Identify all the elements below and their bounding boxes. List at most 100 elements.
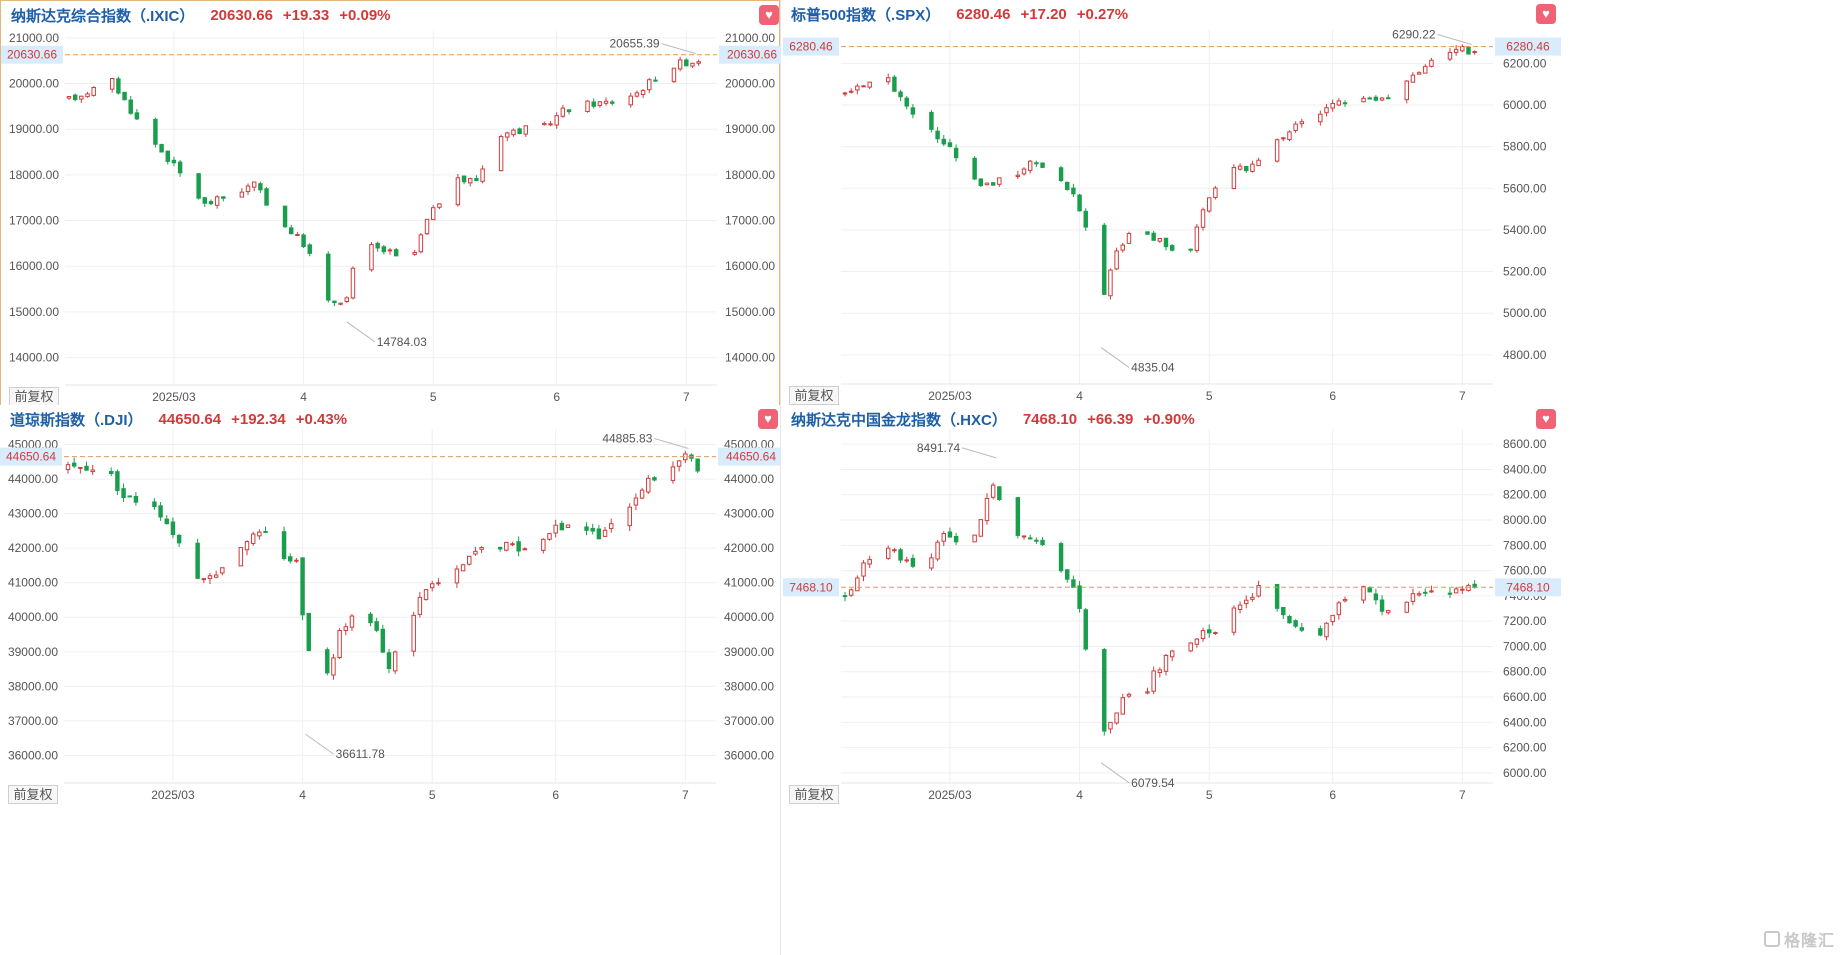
candle-up bbox=[548, 121, 553, 127]
heart-icon[interactable]: ♥ bbox=[1536, 4, 1556, 24]
max-annotation: 6290.22 bbox=[1392, 28, 1436, 42]
candle-down bbox=[152, 498, 157, 510]
candle-up bbox=[1404, 80, 1409, 104]
candle-down bbox=[1077, 193, 1082, 212]
chart-panel-spx[interactable]: 标普500指数（.SPX） 6280.46 +17.20 +0.27% ♥ 6200.00… bbox=[781, 0, 1845, 408]
y-tick-label-right: 6200.00 bbox=[1503, 56, 1547, 70]
candle-down bbox=[84, 461, 89, 471]
candle-up bbox=[1281, 136, 1286, 142]
candle-up bbox=[387, 247, 393, 255]
x-tick-label: 7 bbox=[683, 390, 690, 404]
candle-down bbox=[133, 492, 139, 506]
candle-down bbox=[1293, 619, 1298, 629]
price-tag-right-text: 7468.10 bbox=[1506, 580, 1550, 594]
x-tick-label: 6 bbox=[1329, 389, 1336, 403]
candle-up bbox=[984, 493, 990, 525]
price-adjust-button[interactable]: 前复权 bbox=[789, 386, 839, 405]
candle-up bbox=[511, 128, 516, 137]
max-annotation: 20655.39 bbox=[610, 37, 660, 51]
candle-up bbox=[498, 134, 504, 172]
min-annotation-leader bbox=[1100, 762, 1130, 784]
price-tag-left-text: 6280.46 bbox=[789, 40, 833, 54]
candle-up bbox=[935, 539, 940, 562]
candle-up bbox=[1330, 99, 1335, 112]
candle-up bbox=[1410, 588, 1416, 606]
candle-down bbox=[171, 156, 177, 167]
candle-up bbox=[424, 218, 430, 236]
candlestick-chart[interactable]: 21000.00 21000.00 20000.00 20000.00 19000.00… bbox=[1, 1, 785, 409]
watermark-text: 格隆汇 bbox=[1783, 933, 1835, 950]
price-tag-left bbox=[1, 45, 63, 64]
y-tick-label-right: 5600.00 bbox=[1503, 181, 1547, 195]
x-tick-label: 2025/03 bbox=[928, 788, 972, 802]
candle-up bbox=[90, 464, 95, 475]
candle-up bbox=[1274, 138, 1280, 163]
candle-up bbox=[690, 62, 695, 69]
candle-down bbox=[128, 95, 133, 115]
price-tag-left bbox=[783, 37, 839, 56]
heart-icon[interactable]: ♥ bbox=[758, 409, 778, 429]
y-tick-label-right: 4800.00 bbox=[1503, 348, 1547, 362]
y-tick-label-right: 20000.00 bbox=[725, 77, 775, 91]
max-annotation-leader bbox=[1437, 34, 1472, 46]
x-tick-label: 5 bbox=[1206, 788, 1213, 802]
y-tick-label-left: 41000.00 bbox=[8, 576, 58, 590]
y-tick-label-left: 36000.00 bbox=[8, 748, 58, 762]
candle-up bbox=[1015, 170, 1021, 180]
min-annotation: 6079.54 bbox=[1131, 776, 1175, 790]
candle-down bbox=[158, 502, 163, 521]
candle-up bbox=[892, 548, 897, 553]
candle-up bbox=[541, 538, 546, 554]
candle-up bbox=[1361, 95, 1366, 103]
candle-up bbox=[867, 81, 872, 90]
index-name: 标普500指数（.SPX） bbox=[791, 6, 941, 24]
price-adjust-button[interactable]: 前复权 bbox=[789, 785, 839, 804]
x-tick-label: 7 bbox=[1459, 788, 1466, 802]
candle-up bbox=[1386, 609, 1391, 615]
candle-up bbox=[1021, 535, 1027, 540]
y-tick-label-right: 14000.00 bbox=[725, 351, 775, 365]
candle-up bbox=[338, 302, 343, 306]
y-tick-label-left: 39000.00 bbox=[8, 645, 58, 659]
candle-up bbox=[1256, 157, 1261, 167]
candle-up bbox=[1120, 242, 1126, 253]
price-adjust-button[interactable]: 前复权 bbox=[8, 785, 58, 804]
y-tick-label-right: 5200.00 bbox=[1503, 265, 1547, 279]
min-annotation: 36611.78 bbox=[336, 747, 385, 761]
max-annotation-leader bbox=[654, 438, 689, 449]
candlestick-chart[interactable]: 8600.00 8400.00 8200.00 8000.00 7800.00 7600.… bbox=[781, 405, 1845, 955]
candle-up bbox=[1256, 580, 1261, 598]
candle-down bbox=[386, 648, 392, 674]
candle-up bbox=[109, 77, 115, 93]
candle-up bbox=[1410, 72, 1416, 83]
chart-panel-ixic[interactable]: 纳斯达克综合指数（.IXIC） 20630.66 +19.33 +0.09% ♥ 2100… bbox=[0, 0, 785, 409]
candle-up bbox=[1151, 666, 1156, 695]
candle-down bbox=[997, 486, 1002, 501]
candle-down bbox=[221, 196, 226, 202]
y-tick-label-right: 6800.00 bbox=[1503, 665, 1547, 679]
candle-down bbox=[153, 117, 158, 148]
candle-up bbox=[1237, 163, 1243, 171]
index-change-pct: +0.09% bbox=[339, 6, 391, 24]
index-change: +66.39 bbox=[1087, 410, 1134, 428]
price-tag-left bbox=[0, 447, 62, 466]
candle-down bbox=[176, 533, 182, 547]
heart-icon[interactable]: ♥ bbox=[1536, 409, 1556, 429]
heart-icon[interactable]: ♥ bbox=[759, 5, 779, 25]
candle-up bbox=[1237, 601, 1243, 614]
y-tick-label-left: 16000.00 bbox=[9, 259, 59, 273]
candle-down bbox=[195, 538, 200, 580]
candle-up bbox=[91, 86, 96, 97]
candle-up bbox=[207, 572, 213, 585]
x-tick-label: 4 bbox=[1076, 389, 1083, 403]
candlestick-chart[interactable]: 6200.00 6000.00 5800.00 5600.00 5400.00 5200.… bbox=[781, 0, 1845, 408]
candle-up bbox=[455, 174, 461, 207]
candle-down bbox=[935, 126, 940, 143]
price-adjust-button[interactable]: 前复权 bbox=[9, 387, 59, 406]
y-tick-label-left: 20000.00 bbox=[9, 77, 59, 91]
candle-up bbox=[423, 589, 429, 601]
chart-panel-hxc[interactable]: 纳斯达克中国金龙指数（.HXC） 7468.10 +66.39 +0.90% ♥ 8600… bbox=[781, 405, 1845, 955]
chart-panel-dji[interactable]: 道琼斯指数（.DJI） 44650.64 +192.34 +0.43% ♥ 45000.0… bbox=[0, 405, 784, 955]
candle-down bbox=[1379, 595, 1385, 616]
